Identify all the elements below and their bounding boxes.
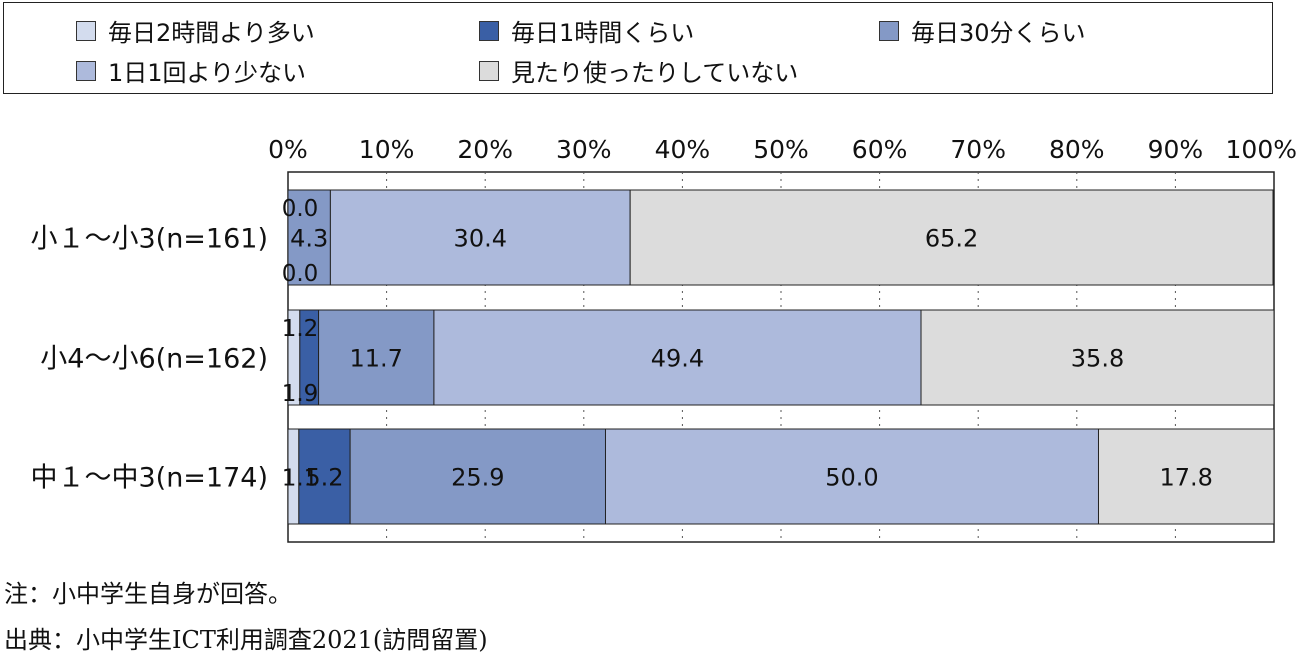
x-tick-label: 60% — [852, 135, 908, 164]
data-label: 25.9 — [451, 464, 504, 492]
data-label: 1.2 — [282, 316, 319, 342]
x-tick-label: 40% — [655, 135, 711, 164]
bar-segment — [349, 428, 606, 525]
legend-label: 毎日30分くらい — [911, 19, 1086, 47]
x-tick-label: 80% — [1049, 135, 1105, 164]
bar-segment — [287, 189, 331, 286]
legend-label: 毎日2時間より多い — [108, 19, 315, 47]
bar-segment — [629, 189, 1274, 286]
stacked-bar-chart: 0% 10% 20% 30% 40% 50% 60% 70% 80% 90% 100% 小１～小3(n… — [30, 135, 1297, 543]
data-label: 50.0 — [825, 464, 878, 492]
bar-segment — [920, 309, 1275, 406]
data-label: 1.9 — [282, 381, 319, 407]
data-label: 49.4 — [651, 345, 704, 373]
data-label: 17.8 — [1160, 464, 1213, 492]
bar-segment — [329, 189, 631, 286]
x-tick-label: 10% — [359, 135, 415, 164]
data-label: 0.0 — [282, 261, 319, 287]
x-tick-label: 30% — [556, 135, 612, 164]
legend-swatch — [76, 60, 96, 81]
legend: 毎日2時間より多い 毎日1時間くらい 毎日30分くらい 1日1回より少ない 見たり使った… — [3, 2, 1273, 94]
legend-item: 毎日2時間より多い — [76, 13, 315, 48]
bar-segment — [433, 309, 922, 406]
legend-label: 1日1回より少ない — [108, 59, 307, 87]
x-tick-label: 20% — [457, 135, 513, 164]
data-label: 35.8 — [1071, 345, 1124, 373]
data-label: 5.2 — [305, 464, 343, 492]
x-tick-label: 0% — [268, 135, 308, 164]
x-tick-label: 70% — [950, 135, 1006, 164]
legend-item: 毎日1時間くらい — [479, 13, 694, 48]
chart-source: 出典：小中学生ICT利用調査2021(訪問留置) — [4, 626, 488, 654]
bar-segment — [604, 428, 1099, 525]
data-label: 30.4 — [454, 225, 507, 253]
bar-segment — [318, 309, 435, 406]
legend-swatch — [479, 60, 499, 81]
x-tick-label: 90% — [1148, 135, 1204, 164]
data-label: 4.3 — [290, 225, 328, 253]
legend-item: 1日1回より少ない — [76, 53, 306, 88]
legend-label: 見たり使ったりしていない — [511, 59, 799, 87]
category-label: 中１～中3(n=174) — [30, 463, 268, 494]
legend-item: 見たり使ったりしていない — [479, 53, 798, 88]
legend-item: 毎日30分くらい — [879, 13, 1086, 48]
category-label: 小4～小6(n=162) — [40, 344, 268, 375]
x-tick-label: 50% — [753, 135, 809, 164]
chart-note: 注：小中学生自身が回答。 — [4, 580, 292, 608]
legend-label: 毎日1時間くらい — [511, 19, 695, 47]
legend-swatch — [76, 20, 96, 41]
category-label: 小１～小3(n=161) — [30, 224, 268, 255]
bar-segment — [1097, 428, 1275, 525]
data-label: 65.2 — [925, 225, 978, 253]
data-label: 1.1 — [282, 466, 319, 492]
data-label: 11.7 — [350, 345, 403, 373]
bar-segment — [298, 428, 351, 525]
data-label: 0.0 — [282, 196, 319, 222]
legend-swatch — [879, 20, 899, 41]
x-tick-label: 100% — [1226, 135, 1297, 164]
legend-swatch — [479, 20, 499, 41]
